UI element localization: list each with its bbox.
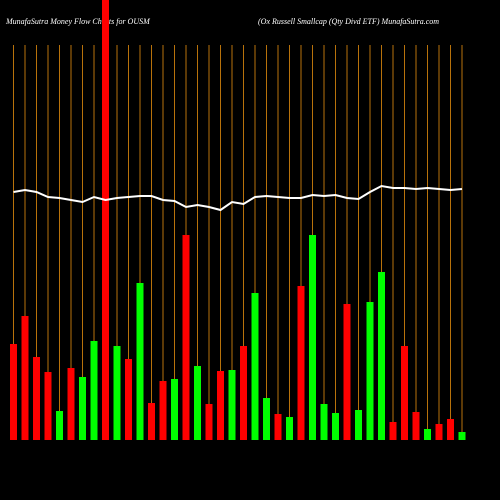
bar xyxy=(44,372,52,440)
bar xyxy=(366,302,374,440)
bar xyxy=(447,419,454,440)
bar xyxy=(159,381,167,440)
bar xyxy=(412,412,420,440)
bar xyxy=(102,0,109,440)
bar xyxy=(125,359,132,440)
bar xyxy=(217,371,224,440)
bar xyxy=(309,235,316,440)
bar xyxy=(136,283,144,440)
bar xyxy=(33,357,40,440)
bar xyxy=(424,429,431,440)
bar xyxy=(148,403,155,440)
bar xyxy=(113,346,121,440)
bar xyxy=(182,235,190,440)
bar xyxy=(263,398,270,440)
bar xyxy=(274,414,282,440)
chart-subtitle: (Ox Russell Smallcap (Qty Divd ETF) Muna… xyxy=(258,17,439,26)
bar xyxy=(10,344,17,440)
bar xyxy=(79,377,86,440)
bar xyxy=(171,379,178,440)
bar xyxy=(332,413,339,440)
bar xyxy=(297,286,305,440)
bar xyxy=(458,432,466,440)
bar xyxy=(21,316,29,440)
bar xyxy=(205,404,213,440)
bar xyxy=(389,422,397,440)
grid xyxy=(13,45,463,440)
line xyxy=(13,184,463,212)
bar xyxy=(90,341,98,440)
chart-title: MunafaSutra Money Flow Charts for OUSM xyxy=(5,17,151,26)
bar xyxy=(286,417,293,440)
bar xyxy=(240,346,247,440)
bar xyxy=(67,368,75,440)
bar xyxy=(378,272,385,440)
bar xyxy=(401,346,408,440)
bar xyxy=(343,304,351,440)
bar xyxy=(251,293,259,440)
bar xyxy=(228,370,236,440)
bar xyxy=(56,411,63,440)
bar xyxy=(355,410,362,440)
bar xyxy=(435,424,443,440)
bar xyxy=(320,404,328,440)
bar xyxy=(194,366,201,440)
